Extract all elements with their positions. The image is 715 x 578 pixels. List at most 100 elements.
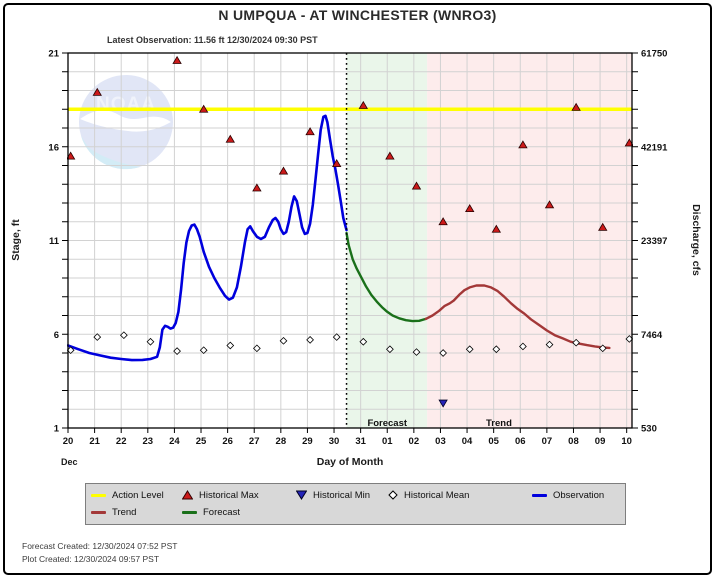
- historical-max-marker: [411, 181, 422, 190]
- svg-text:05: 05: [488, 436, 499, 447]
- legend-item-forecast: Forecast: [182, 506, 240, 518]
- svg-text:02: 02: [409, 436, 420, 447]
- svg-text:10: 10: [621, 436, 632, 447]
- axis-layer: 1 530 6 7464 11 23397 16 42191 21 61750 20 21 22 23 24…: [48, 49, 668, 448]
- svg-text:31: 31: [355, 436, 366, 447]
- forecast-created-text: Forecast Created: 12/30/2024 07:52 PST: [22, 541, 178, 551]
- svg-text:61750: 61750: [641, 49, 667, 60]
- historical-max-marker: [172, 55, 182, 64]
- forecast-line-swatch: [182, 510, 197, 514]
- svg-text:530: 530: [641, 424, 657, 435]
- historical-max-marker: [358, 100, 369, 109]
- historical-max-marker: [465, 204, 475, 213]
- x-axis-title: Day of Month: [316, 456, 384, 468]
- legend-label: Trend: [112, 506, 137, 518]
- plot-border: [67, 52, 633, 429]
- historical-mean-marker: [572, 338, 580, 347]
- noaa-logo-watermark: NOAA: [79, 75, 173, 170]
- svg-text:NOAA: NOAA: [96, 94, 156, 115]
- month-label: Dec: [61, 457, 78, 467]
- legend-label: Historical Min: [313, 489, 371, 501]
- historical-min-triangle-icon: [296, 490, 307, 500]
- historical-mean-marker: [306, 336, 314, 344]
- historical-mean-marker: [359, 337, 368, 346]
- svg-text:26: 26: [222, 436, 233, 447]
- svg-text:25: 25: [196, 436, 207, 447]
- page-title: N UMPQUA - AT WINCHESTER (WNRO3): [218, 7, 497, 23]
- historical-max-marker: [198, 104, 209, 113]
- svg-text:24: 24: [169, 436, 180, 447]
- svg-text:21: 21: [48, 49, 59, 60]
- legend-label: Forecast: [203, 506, 240, 518]
- svg-text:11: 11: [49, 236, 60, 247]
- svg-text:30: 30: [329, 436, 340, 447]
- markers-layer: [67, 55, 633, 408]
- historical-max-marker: [518, 140, 528, 149]
- svg-text:21: 21: [89, 436, 100, 447]
- legend-label: Historical Mean: [404, 489, 470, 501]
- historical-max-marker: [571, 102, 581, 111]
- legend-label: Action Level: [112, 489, 164, 501]
- historical-max-marker: [491, 224, 502, 233]
- historical-mean-marker: [120, 331, 128, 340]
- historical-mean-marker: [519, 342, 527, 351]
- svg-text:04: 04: [462, 436, 473, 447]
- historical-max-marker: [438, 217, 448, 226]
- latest-observation-text: Latest Observation: 11.56 ft 12/30/2024 …: [107, 35, 318, 45]
- historical-max-triangle-icon: [182, 490, 193, 500]
- historical-mean-marker: [279, 336, 288, 345]
- observation-line-swatch: [532, 493, 547, 497]
- svg-text:07: 07: [542, 436, 553, 447]
- historical-mean-marker: [173, 347, 181, 355]
- historical-max-marker: [252, 183, 262, 192]
- svg-text:08: 08: [568, 436, 579, 447]
- historical-mean-marker: [598, 344, 607, 353]
- action-level-line-swatch: [91, 493, 106, 497]
- svg-text:23: 23: [143, 436, 154, 447]
- historical-mean-marker: [386, 345, 394, 354]
- legend-item-historical-min: Historical Min: [296, 489, 370, 501]
- svg-text:01: 01: [382, 436, 393, 447]
- svg-text:29: 29: [302, 436, 313, 447]
- historical-max-marker: [278, 166, 289, 175]
- historical-max-marker: [385, 151, 395, 160]
- historical-mean-marker: [146, 337, 155, 346]
- historical-mean-marker: [545, 340, 554, 349]
- historical-max-marker: [225, 134, 235, 143]
- svg-text:22: 22: [116, 436, 127, 447]
- svg-text:7464: 7464: [641, 330, 663, 341]
- plot-created-text: Plot Created: 12/30/2024 09:57 PST: [22, 554, 160, 564]
- historical-mean-marker: [93, 333, 102, 341]
- historical-max-marker: [544, 200, 555, 209]
- historical-max-marker: [331, 159, 342, 168]
- svg-text:03: 03: [435, 436, 446, 447]
- y-axis-left-title: Stage, ft: [10, 219, 22, 261]
- legend-item-historical-mean: Historical Mean: [388, 489, 469, 501]
- svg-text:Trend: Trend: [486, 418, 512, 429]
- historical-max-marker: [92, 87, 102, 96]
- observation-line: [67, 114, 348, 362]
- legend-item-action-level: Action Level: [91, 489, 164, 501]
- chart-svg: NOAA 1 530 6 7464 11 23397 16 42191 21 61750 20 21 2…: [48, 49, 668, 448]
- legend-label: Observation: [553, 489, 605, 501]
- historical-max-marker: [624, 138, 633, 147]
- historical-mean-marker: [199, 346, 208, 355]
- svg-text:27: 27: [249, 436, 260, 447]
- svg-text:23397: 23397: [641, 236, 667, 247]
- historical-mean-marker: [465, 345, 474, 354]
- legend-item-historical-max: Historical Max: [182, 489, 259, 501]
- y-axis-right-title: Discharge, cfs: [690, 204, 702, 276]
- legend-item-trend: Trend: [91, 506, 136, 518]
- legend-label: Historical Max: [199, 489, 259, 501]
- historical-max-marker: [67, 151, 76, 160]
- historical-mean-marker: [332, 333, 341, 341]
- svg-text:6: 6: [54, 330, 59, 341]
- historical-min-marker: [438, 399, 448, 408]
- trend-line-swatch: [91, 510, 106, 514]
- svg-text:09: 09: [595, 436, 606, 447]
- svg-text:Forecast: Forecast: [367, 418, 407, 429]
- historical-max-marker: [305, 127, 315, 136]
- legend-box: [85, 483, 626, 525]
- svg-text:28: 28: [276, 436, 287, 447]
